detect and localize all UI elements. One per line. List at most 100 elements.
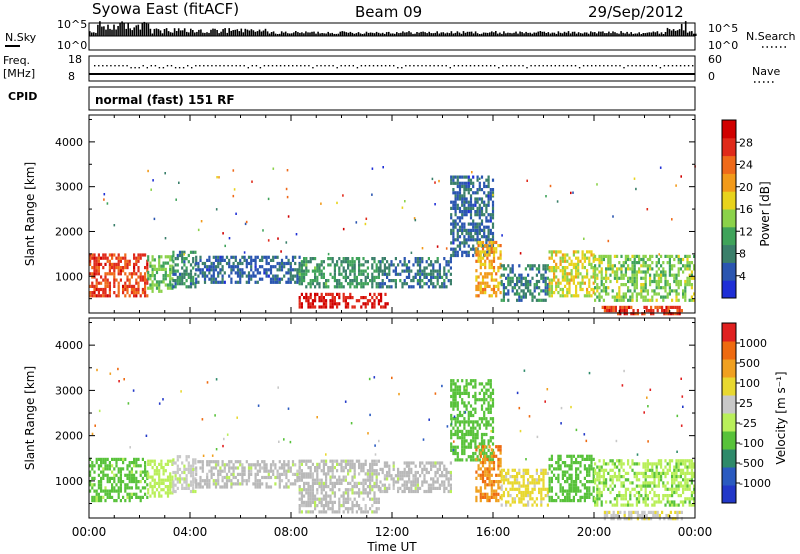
- range-cell: [137, 464, 140, 468]
- range-cell: [214, 255, 218, 259]
- range-cell: [351, 266, 354, 270]
- range-cell: [477, 240, 480, 245]
- range-cell: [463, 420, 466, 424]
- range-cell: [232, 169, 235, 172]
- range-cell: [122, 266, 125, 270]
- range-cell: [212, 255, 215, 259]
- nsky-bar: [214, 28, 216, 36]
- range-cell: [338, 475, 341, 479]
- nsky-bar: [153, 28, 156, 36]
- range-cell: [342, 466, 345, 470]
- range-cell: [322, 299, 325, 303]
- range-cell: [89, 464, 92, 468]
- range-cell: [314, 500, 317, 504]
- range-cell: [388, 263, 391, 267]
- range-cell: [144, 272, 147, 276]
- range-cell: [485, 417, 488, 421]
- range-cell: [373, 500, 376, 504]
- range-cell: [97, 464, 100, 468]
- range-cell: [478, 448, 481, 452]
- range-cell: [172, 480, 175, 484]
- range-cell: [452, 206, 455, 210]
- range-cell: [491, 436, 495, 440]
- nsky-bar: [614, 32, 616, 36]
- range-cell: [679, 267, 682, 271]
- range-cell: [153, 277, 156, 281]
- range-cell: [89, 483, 92, 487]
- range-cell: [316, 279, 319, 283]
- range-cell: [360, 285, 363, 289]
- range-cell: [600, 500, 603, 504]
- range-cell: [469, 206, 473, 210]
- range-cell: [449, 260, 452, 264]
- range-cell: [183, 282, 186, 286]
- range-cell: [465, 200, 468, 204]
- nsky-bar: [151, 33, 154, 36]
- range-cell: [478, 442, 481, 446]
- range-cell: [305, 462, 308, 466]
- range-cell: [178, 480, 182, 484]
- range-cell: [298, 302, 301, 306]
- range-cell: [479, 499, 482, 503]
- range-cell: [311, 475, 314, 479]
- range-cell: [686, 264, 689, 268]
- range-cell: [371, 488, 374, 492]
- range-cell: [550, 287, 553, 292]
- range-cell: [497, 492, 500, 496]
- range-cell: [287, 258, 290, 262]
- range-cell: [511, 289, 514, 293]
- range-cell: [353, 491, 356, 495]
- range-cell: [146, 262, 149, 266]
- range-cell: [489, 213, 492, 217]
- range-cell: [135, 294, 138, 298]
- range-cell: [108, 262, 111, 266]
- range-cell: [208, 255, 211, 259]
- range-cell: [119, 499, 122, 503]
- range-cell: [579, 470, 582, 474]
- range-cell: [673, 257, 676, 262]
- range-cell: [187, 253, 190, 258]
- range-cell: [488, 445, 491, 449]
- range-cell: [303, 481, 306, 485]
- range-cell: [344, 478, 347, 482]
- range-cell: [492, 253, 496, 257]
- range-cell: [430, 464, 433, 468]
- range-cell: [338, 279, 341, 283]
- range-cell: [320, 305, 323, 309]
- range-cell: [436, 486, 439, 490]
- range-cell: [390, 474, 393, 478]
- range-cell: [556, 200, 559, 203]
- range-cell: [568, 464, 571, 468]
- range-cell: [208, 258, 211, 262]
- range-cell: [336, 260, 339, 264]
- range-cell: [151, 491, 154, 495]
- range-cell: [461, 216, 464, 220]
- range-cell: [318, 497, 321, 501]
- range-cell: [416, 282, 419, 286]
- range-cell: [688, 254, 691, 258]
- range-cell: [230, 277, 233, 281]
- range-cell: [445, 263, 448, 267]
- range-cell: [474, 191, 477, 195]
- range-cell: [176, 467, 179, 471]
- range-cell: [318, 478, 321, 482]
- nsky-bar: [428, 31, 430, 36]
- range-cell: [135, 492, 138, 496]
- range-cell: [309, 494, 312, 498]
- nave-point: [623, 67, 625, 69]
- range-cell: [414, 477, 417, 481]
- range-cell: [158, 280, 161, 284]
- range-cell: [472, 458, 475, 462]
- range-cell: [675, 298, 678, 302]
- range-cell: [369, 472, 372, 476]
- nave-point: [130, 67, 132, 69]
- range-cell: [548, 464, 551, 468]
- range-cell: [447, 477, 450, 481]
- range-cell: [609, 267, 612, 271]
- range-cell: [519, 252, 522, 255]
- range-cell: [194, 477, 197, 481]
- range-cell: [320, 485, 323, 489]
- range-cell: [646, 264, 649, 268]
- range-cell: [598, 478, 601, 482]
- nave-point: [663, 65, 666, 67]
